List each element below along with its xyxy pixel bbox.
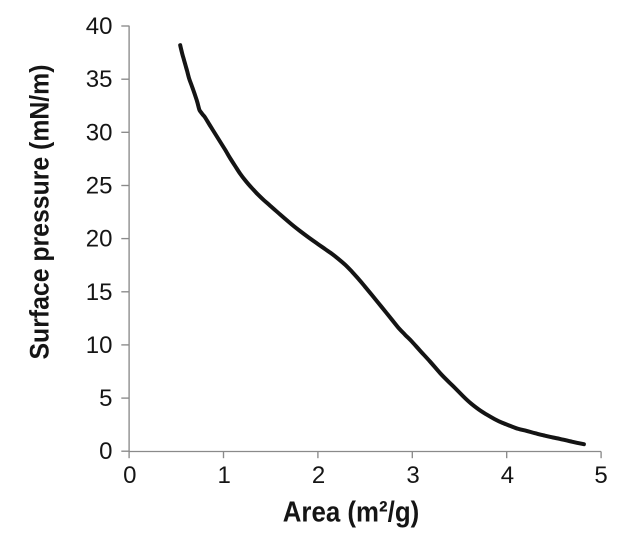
svg-text:3: 3 bbox=[406, 462, 419, 489]
svg-text:0: 0 bbox=[123, 462, 136, 489]
svg-text:1: 1 bbox=[218, 462, 231, 489]
svg-text:2: 2 bbox=[312, 462, 325, 489]
svg-text:Surface pressure (mN/m): Surface pressure (mN/m) bbox=[24, 65, 54, 360]
svg-text:5: 5 bbox=[594, 462, 607, 489]
svg-text:Area (m²/g): Area (m²/g) bbox=[283, 497, 420, 529]
svg-text:5: 5 bbox=[99, 385, 112, 412]
svg-text:0: 0 bbox=[99, 438, 112, 465]
svg-text:15: 15 bbox=[86, 279, 113, 306]
svg-text:35: 35 bbox=[86, 66, 113, 93]
svg-text:4: 4 bbox=[501, 462, 514, 489]
svg-text:25: 25 bbox=[86, 173, 113, 200]
svg-text:30: 30 bbox=[86, 119, 113, 146]
svg-text:20: 20 bbox=[86, 226, 113, 253]
svg-text:40: 40 bbox=[86, 13, 113, 40]
svg-text:10: 10 bbox=[86, 332, 113, 359]
